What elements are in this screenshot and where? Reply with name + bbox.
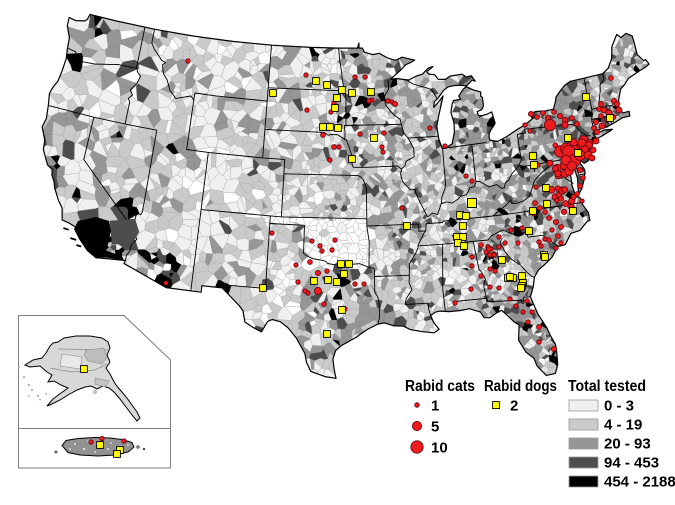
- svg-text:0 - 3: 0 - 3: [604, 398, 634, 415]
- svg-text:2: 2: [510, 398, 518, 415]
- svg-text:Total tested: Total tested: [568, 378, 646, 395]
- svg-text:1: 1: [431, 398, 439, 415]
- svg-text:454 - 2188: 454 - 2188: [604, 474, 675, 491]
- svg-text:20 - 93: 20 - 93: [604, 436, 651, 453]
- svg-text:94 - 453: 94 - 453: [604, 455, 659, 472]
- svg-text:4 - 19: 4 - 19: [604, 417, 642, 434]
- svg-text:5: 5: [431, 419, 439, 436]
- svg-text:Rabid cats: Rabid cats: [405, 378, 475, 395]
- svg-text:Rabid dogs: Rabid dogs: [484, 378, 557, 395]
- svg-text:10: 10: [431, 440, 448, 457]
